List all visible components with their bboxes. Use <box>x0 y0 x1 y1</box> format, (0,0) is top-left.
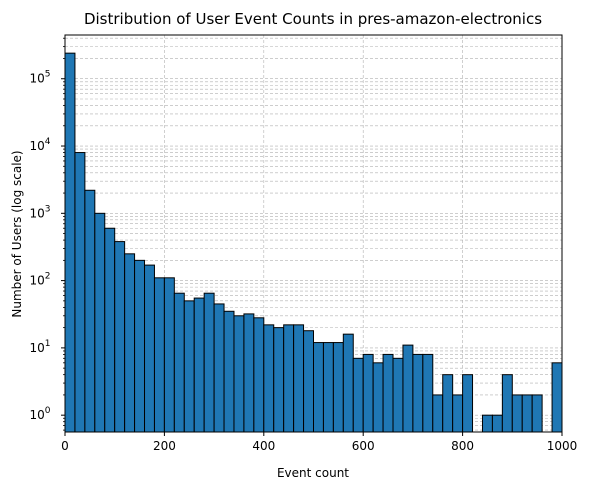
histogram-bar <box>84 189 96 433</box>
x-tick-label: 0 <box>61 439 69 453</box>
histogram-bar <box>293 324 305 433</box>
histogram-bar <box>283 324 295 433</box>
histogram-bar <box>551 362 563 433</box>
histogram-bar <box>402 344 414 433</box>
histogram-bar <box>263 324 275 433</box>
histogram-bar <box>511 394 523 433</box>
histogram-bar <box>501 374 513 433</box>
histogram-bar <box>114 241 126 433</box>
histogram-bar <box>382 353 394 433</box>
histogram-bar <box>442 374 454 433</box>
histogram-bar <box>412 353 424 433</box>
histogram-bar <box>303 330 314 433</box>
histogram-bar <box>521 394 533 433</box>
histogram-bar <box>352 357 364 433</box>
histogram-bar <box>253 317 265 433</box>
histogram-bar <box>183 300 195 433</box>
histogram-bar <box>163 277 175 433</box>
histogram-bar <box>223 310 235 433</box>
histogram-bar <box>203 292 215 433</box>
bars <box>64 52 563 433</box>
histogram-bar <box>104 227 116 433</box>
histogram-bar <box>462 374 474 433</box>
histogram-bar <box>432 394 444 433</box>
histogram-bar <box>372 362 384 433</box>
histogram-bar <box>491 414 503 433</box>
histogram-bar <box>392 357 404 433</box>
histogram-bar <box>342 333 354 433</box>
histogram-bar <box>273 327 285 433</box>
histogram-bar <box>173 292 185 433</box>
x-axis: 0 200 400 600 800 1000 <box>61 432 577 453</box>
histogram-bar <box>452 394 464 433</box>
histogram-bar <box>213 303 225 433</box>
histogram-bar <box>531 394 543 433</box>
histogram-bar <box>313 342 324 433</box>
histogram-bar <box>134 259 146 433</box>
x-tick-label: 1000 <box>547 439 578 453</box>
chart-title: Distribution of User Event Counts in pre… <box>84 10 542 28</box>
histogram-bar <box>322 342 334 433</box>
histogram-bar <box>332 342 344 433</box>
x-axis-title: Event count <box>277 466 349 480</box>
y-axis-title: Number of Users (log scale) <box>10 150 24 317</box>
histogram-bar <box>144 264 155 433</box>
histogram-bar <box>153 277 165 433</box>
histogram-bar <box>193 297 205 433</box>
histogram-bar <box>74 152 86 433</box>
histogram-bar <box>362 353 374 433</box>
histogram-bar <box>243 313 255 433</box>
histogram-bar <box>94 212 106 433</box>
x-tick-label: 400 <box>252 439 275 453</box>
histogram-bar <box>64 52 76 433</box>
histogram-bar <box>124 253 136 433</box>
histogram-bar <box>233 315 245 433</box>
histogram-bar <box>422 353 434 433</box>
x-tick-label: 200 <box>153 439 176 453</box>
x-tick-label: 600 <box>352 439 375 453</box>
x-tick-label: 800 <box>451 439 474 453</box>
histogram-bar <box>481 414 493 433</box>
